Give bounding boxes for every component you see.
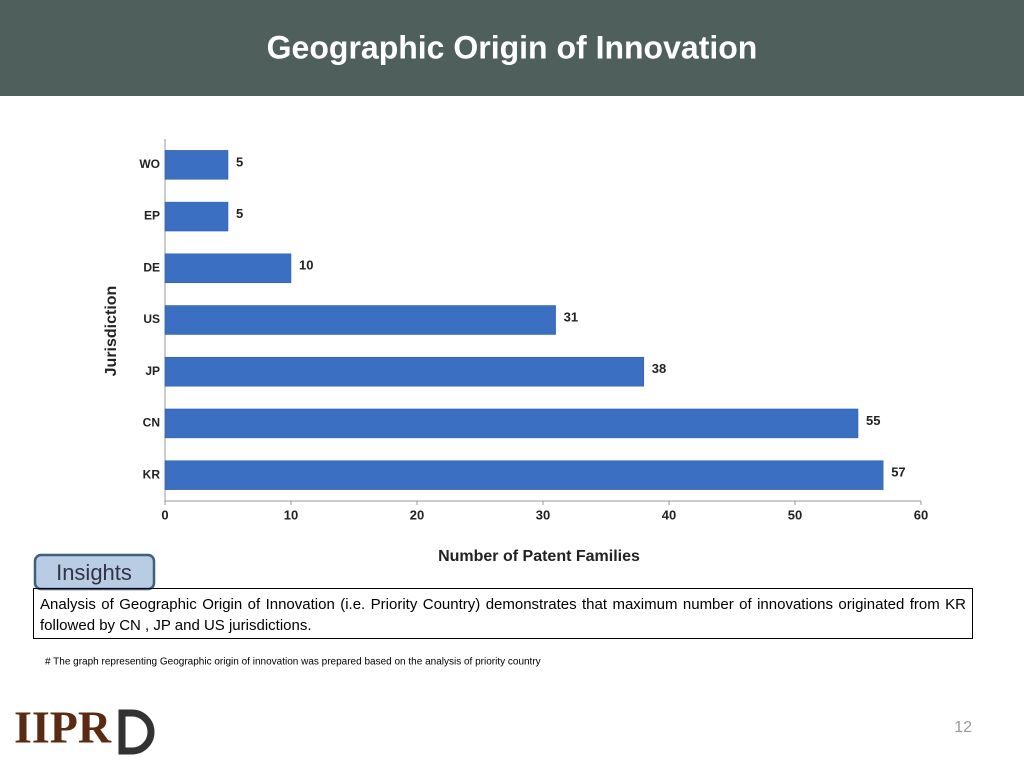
bar — [164, 408, 859, 439]
y-tick-label: KR — [143, 467, 161, 481]
x-tick-label: 40 — [662, 507, 676, 522]
bar — [164, 460, 884, 490]
y-tick-label: US — [143, 312, 160, 326]
x-tick-label: 10 — [284, 507, 298, 522]
page-number: 12 — [954, 719, 972, 736]
x-tick-label: 60 — [914, 507, 928, 522]
logo-mark — [118, 709, 155, 755]
x-tick-label: 30 — [536, 507, 550, 522]
x-tick-label: 50 — [788, 507, 802, 522]
value-label: 57 — [891, 465, 905, 480]
insights-text: Analysis of Geographic Origin of Innovat… — [33, 588, 973, 639]
footnote: # The graph representing Geographic orig… — [45, 657, 541, 668]
value-label: 38 — [652, 361, 666, 376]
y-tick-label: EP — [144, 209, 160, 223]
x-tick-label: 0 — [161, 507, 168, 522]
y-tick-label: WO — [139, 157, 160, 171]
header-bar — [0, 0, 1024, 96]
bar — [164, 305, 556, 335]
value-label: 10 — [299, 258, 313, 273]
bar — [164, 150, 229, 180]
y-axis-title: Jurisdiction — [103, 286, 120, 377]
value-label: 31 — [564, 309, 578, 324]
value-label: 55 — [866, 413, 880, 428]
bar — [164, 356, 645, 387]
bar — [164, 253, 292, 284]
y-tick-label: JP — [145, 364, 160, 378]
x-axis-title: Number of Patent Families — [438, 548, 640, 565]
value-label: 5 — [236, 154, 243, 169]
bar — [164, 201, 229, 232]
x-tick-label: 20 — [410, 507, 424, 522]
insights-label: Insights — [56, 560, 132, 585]
value-label: 5 — [236, 206, 243, 221]
y-tick-label: DE — [143, 260, 160, 274]
logo: IIPR — [14, 702, 112, 753]
y-tick-label: CN — [143, 416, 160, 430]
insights-badge — [33, 553, 156, 591]
slide-title: Geographic Origin of Innovation — [267, 29, 758, 65]
